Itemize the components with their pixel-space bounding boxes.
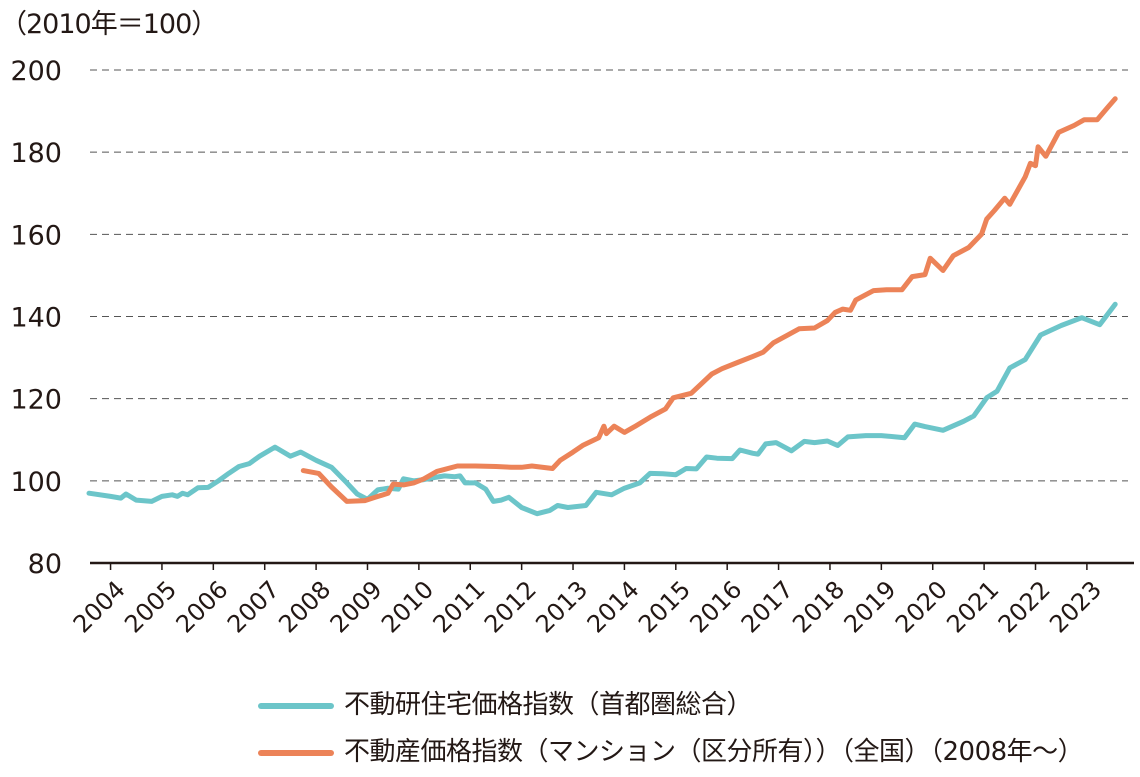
x-tick-label-2020: 2020 — [890, 575, 953, 638]
x-tick-label-2010: 2010 — [376, 575, 439, 638]
legend-swatch-real-estate-index — [258, 750, 334, 756]
x-tick-label-2019: 2019 — [839, 575, 902, 638]
legend-label-real-estate-index: 不動産価格指数（マンション（区分所有））（全国）（2008年〜） — [344, 737, 1084, 767]
legend-swatch-fudouken — [258, 703, 334, 709]
y-tick-label-140: 140 — [10, 303, 62, 334]
x-tick-label-2016: 2016 — [684, 575, 747, 638]
y-tick-label-180: 180 — [10, 138, 62, 169]
x-tick-label-2022: 2022 — [993, 575, 1056, 638]
x-tick-label-2012: 2012 — [479, 575, 542, 638]
x-tick-label-2014: 2014 — [582, 575, 645, 638]
y-tick-label-120: 120 — [10, 385, 62, 416]
series-line-real-estate-index — [300, 96, 1118, 504]
y-tick-label-160: 160 — [10, 220, 62, 251]
x-tick-label-2005: 2005 — [119, 575, 182, 638]
x-tick-label-2021: 2021 — [941, 575, 1004, 638]
y-tick-label-200: 200 — [10, 56, 62, 87]
x-tick-label-2004: 2004 — [68, 575, 131, 638]
x-tick-label-2023: 2023 — [1044, 575, 1107, 638]
x-tick-label-2009: 2009 — [325, 575, 388, 638]
unit-label: （2010年＝100） — [0, 9, 218, 40]
x-tick-label-2006: 2006 — [171, 575, 234, 638]
legend-label-fudouken: 不動研住宅価格指数（首都圏総合） — [344, 690, 753, 720]
x-tick-label-2007: 2007 — [222, 575, 285, 638]
x-tick-label-2018: 2018 — [787, 575, 850, 638]
y-tick-label-100: 100 — [10, 467, 62, 498]
series-line-fudouken — [86, 301, 1118, 517]
x-tick-label-2017: 2017 — [736, 575, 799, 638]
x-tick-label-2011: 2011 — [428, 575, 491, 638]
y-tick-label-80: 80 — [28, 549, 62, 580]
x-tick-label-2015: 2015 — [633, 575, 696, 638]
x-tick-label-2013: 2013 — [530, 575, 593, 638]
x-tick-label-2008: 2008 — [273, 575, 336, 638]
